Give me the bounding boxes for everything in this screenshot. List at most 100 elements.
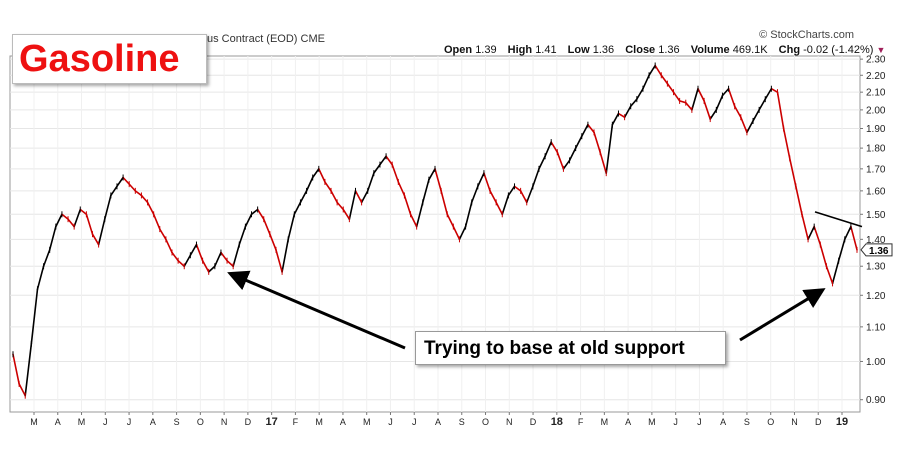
price-segment xyxy=(281,238,290,273)
price-segment xyxy=(30,288,39,345)
price-segment xyxy=(73,208,82,228)
price-segment xyxy=(629,98,638,108)
price-segment xyxy=(709,109,718,120)
price-segment xyxy=(342,208,351,220)
trendline xyxy=(814,211,863,228)
x-tick-label: 18 xyxy=(551,416,563,428)
chart-title-box: Gasoline xyxy=(12,34,207,84)
price-segment xyxy=(574,135,583,149)
price-segment xyxy=(605,123,614,174)
exchange-label: CME xyxy=(300,33,325,45)
x-tick-label: 19 xyxy=(836,416,848,428)
price-segment xyxy=(61,213,69,220)
price-segment xyxy=(366,172,375,192)
price-segment xyxy=(599,151,608,174)
price-segment xyxy=(397,181,406,197)
low-value: 1.36 xyxy=(592,44,615,56)
y-tick-label: 2.20 xyxy=(866,71,886,82)
price-segment xyxy=(556,151,565,170)
price-segment xyxy=(715,94,724,111)
price-segment xyxy=(764,87,773,100)
price-segment xyxy=(666,82,675,93)
x-tick-label: J xyxy=(103,417,108,427)
x-tick-label: J xyxy=(412,417,417,427)
price-segment xyxy=(519,190,528,204)
price-segment xyxy=(24,342,33,397)
price-segment xyxy=(550,141,559,153)
x-tick-label: M xyxy=(363,417,371,427)
contract-name: us Contract (EOD) xyxy=(207,33,298,45)
price-segment xyxy=(648,64,656,77)
x-tick-label: N xyxy=(221,417,228,427)
price-segment xyxy=(654,64,663,77)
price-segment xyxy=(538,155,546,170)
price-segment xyxy=(727,87,736,108)
y-tick-label: 1.40 xyxy=(866,235,886,246)
y-tick-label: 1.10 xyxy=(866,322,886,333)
price-stats: Open 1.39 High 1.41 Low 1.36 Close 1.36 … xyxy=(444,44,885,56)
close-label: Close xyxy=(625,44,656,56)
price-segment xyxy=(721,87,730,97)
price-segment xyxy=(837,238,846,262)
x-tick-label: M xyxy=(315,417,323,427)
price-segment xyxy=(452,225,461,241)
price-segment xyxy=(678,100,687,104)
y-tick-label: 1.50 xyxy=(866,210,886,221)
y-tick-label: 1.90 xyxy=(866,124,886,135)
price-segment xyxy=(220,251,228,262)
x-tick-label: O xyxy=(197,417,204,427)
price-segment xyxy=(409,213,418,228)
price-segment xyxy=(48,225,57,251)
x-tick-label: A xyxy=(150,417,156,427)
price-segment xyxy=(12,353,20,385)
price-segment xyxy=(788,157,797,188)
price-segment xyxy=(617,112,626,119)
x-tick-label: F xyxy=(293,417,299,427)
price-segment xyxy=(513,185,522,192)
price-segment xyxy=(238,225,247,246)
price-segment xyxy=(752,109,760,122)
x-tick-label: J xyxy=(673,417,678,427)
volume-value: 469.1K xyxy=(732,44,768,56)
price-segment xyxy=(807,225,815,241)
price-segment xyxy=(825,265,834,285)
price-segment xyxy=(684,101,693,111)
price-segment xyxy=(55,213,63,228)
price-segment xyxy=(636,87,644,100)
price-segment xyxy=(146,201,155,216)
price-segment xyxy=(305,176,314,192)
price-segment xyxy=(593,131,601,153)
x-tick-label: O xyxy=(482,417,489,427)
price-segment xyxy=(385,155,393,166)
price-segment xyxy=(434,168,442,192)
price-segment xyxy=(507,185,516,197)
price-segment xyxy=(580,123,589,138)
price-segment xyxy=(660,74,669,85)
price-segment xyxy=(354,190,363,204)
stockcharts-watermark: © StockCharts.com xyxy=(759,29,854,41)
low-label: Low xyxy=(567,44,590,56)
x-tick-label: N xyxy=(791,417,798,427)
y-tick-label: 2.00 xyxy=(866,105,886,116)
y-tick-label: 2.10 xyxy=(866,88,886,99)
price-segment xyxy=(67,218,75,228)
x-tick-label: D xyxy=(815,417,822,427)
price-segment xyxy=(250,208,259,216)
last-price-label: 1.36 xyxy=(869,246,889,257)
price-segment xyxy=(201,259,210,273)
price-segment xyxy=(152,213,161,230)
x-tick-label: F xyxy=(578,417,584,427)
price-segment xyxy=(642,74,650,90)
high-label: High xyxy=(507,44,533,56)
price-segment xyxy=(336,201,345,211)
x-tick-label: 17 xyxy=(266,416,278,428)
price-segment xyxy=(544,141,553,158)
x-tick-label: M xyxy=(601,417,609,427)
price-segment xyxy=(770,87,779,93)
price-segment xyxy=(226,259,234,268)
chg-label: Chg xyxy=(778,44,801,56)
chart-title: Gasoline xyxy=(19,38,180,80)
price-segment xyxy=(128,183,137,192)
y-tick-label: 1.00 xyxy=(866,357,886,368)
x-tick-label: A xyxy=(435,417,441,427)
